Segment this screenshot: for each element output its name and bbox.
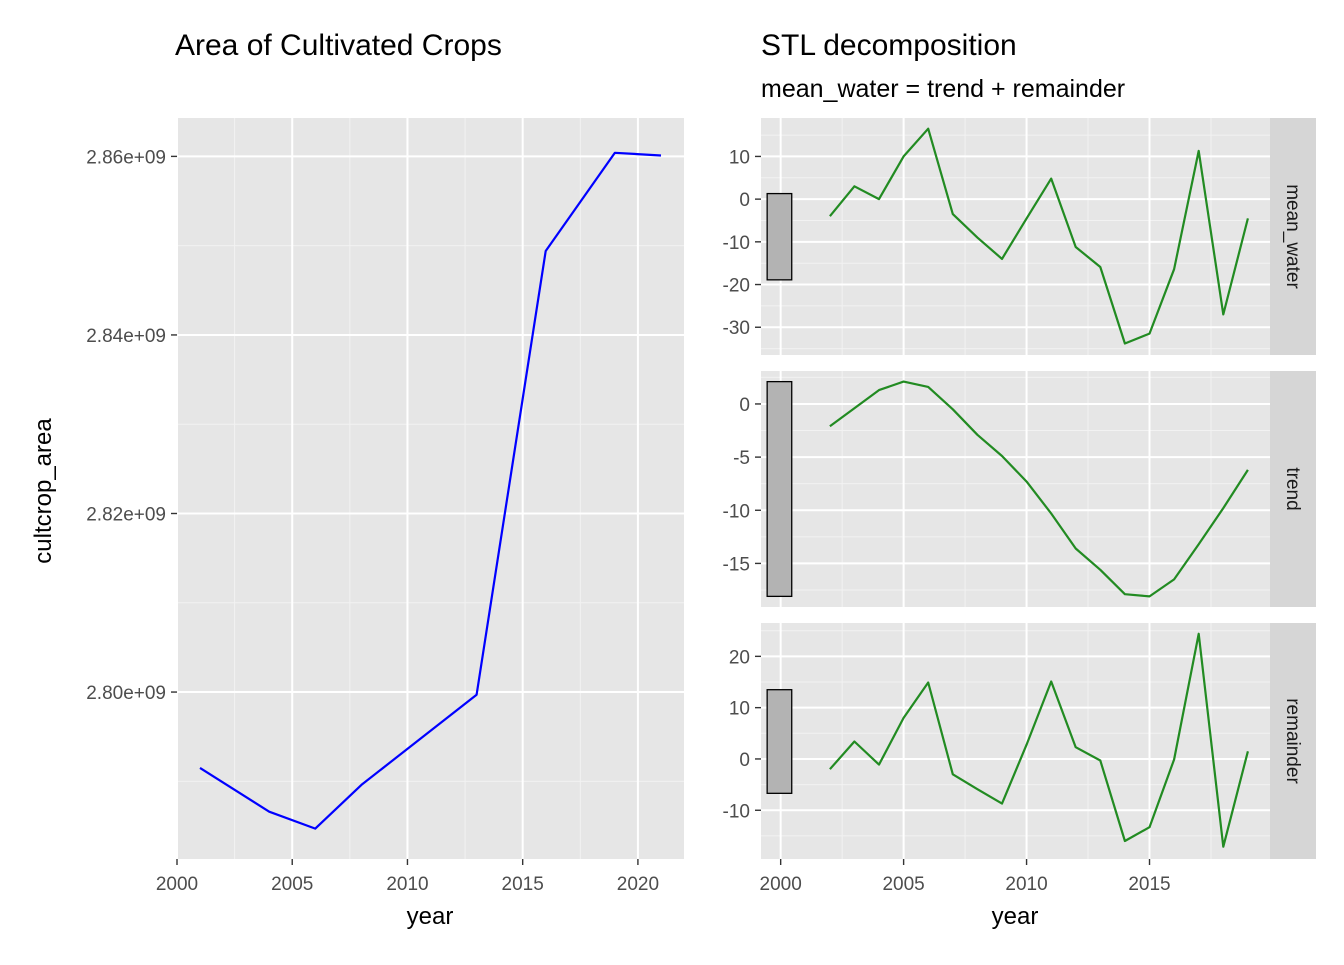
- facet-strip-background: [1270, 371, 1316, 607]
- scale-bar: [766, 192, 793, 281]
- left-chart-title: Area of Cultivated Crops: [175, 29, 502, 62]
- facet-x-tick-label: 2010: [1005, 874, 1047, 895]
- facet-y-tick-label: -10: [723, 801, 750, 822]
- facet-panel-remainder: -10 0 10 20 remainder: [723, 623, 1316, 859]
- facet-y-tick-label: 10: [729, 699, 750, 720]
- right-chart-xlabel: year: [992, 903, 1039, 930]
- facet-y-tick-label: 0: [739, 190, 750, 211]
- facet-panel-mean_water: -30 -20 -10 0 10 mean_water: [723, 118, 1316, 355]
- left-x-tick-label: 2005: [271, 874, 313, 895]
- facet-y-tick-label: 20: [729, 647, 750, 668]
- right-chart-title: STL decomposition: [761, 29, 1017, 62]
- facet-y-tick-label: -20: [723, 276, 750, 297]
- facet-y-tick-label: -10: [723, 233, 750, 254]
- left-x-tick-label: 2000: [156, 874, 198, 895]
- facet-y-tick-label: -5: [733, 448, 750, 469]
- facet-y-tick-label: 10: [729, 147, 750, 168]
- scale-bar: [766, 380, 793, 598]
- scale-bar: [766, 689, 793, 794]
- cultcrop-area-line: [199, 151, 662, 830]
- facet-x-tick-label: 2005: [882, 874, 924, 895]
- facet-strip-label: trend: [1282, 467, 1303, 510]
- left-y-tick-label: 2.82e+09: [86, 504, 166, 525]
- facet-strip-background: [1270, 623, 1316, 859]
- left-x-tick-label: 2020: [617, 874, 659, 895]
- series-line-remainder: [829, 632, 1249, 848]
- left-chart-xlabel: year: [407, 903, 454, 930]
- left-y-tick-label: 2.84e+09: [86, 326, 166, 347]
- left-panel-background: [177, 118, 684, 859]
- left-y-tick-label: 2.86e+09: [86, 147, 166, 168]
- facet-y-tick-label: -15: [723, 554, 750, 575]
- facet-strip-background: [1270, 118, 1316, 355]
- facet-panel-background: [761, 623, 1270, 859]
- left-chart-ylabel: cultcrop_area: [30, 418, 57, 564]
- facet-panel-trend: -15 -10 -5 0 trend: [723, 371, 1316, 607]
- facet-y-tick-label: 0: [739, 395, 750, 416]
- right-chart-subtitle: mean_water = trend + remainder: [761, 75, 1125, 103]
- facet-strip-label: mean_water: [1282, 184, 1303, 289]
- facet-y-tick-label: -10: [723, 501, 750, 522]
- facet-strip-label: remainder: [1282, 698, 1303, 784]
- facet-y-tick-label: 0: [739, 750, 750, 771]
- series-line-mean_water: [829, 127, 1249, 345]
- facet-panel-background: [761, 371, 1270, 607]
- left-x-tick-label: 2015: [502, 874, 544, 895]
- facet-x-tick-label: 2000: [760, 874, 802, 895]
- facet-x-tick-label: 2015: [1128, 874, 1170, 895]
- stl-facet-panels: -30 -20 -10 0 10 mean_water -15 -10 -5 0 trend -10 0…: [723, 118, 1316, 895]
- left-y-tick-label: 2.80e+09: [86, 683, 166, 704]
- facet-y-tick-label: -30: [723, 318, 750, 339]
- left-x-tick-label: 2010: [386, 874, 428, 895]
- series-line-trend: [829, 380, 1249, 598]
- left-plot-panel: 2000 2005 2010 2015 2020 2.80e+09 2.82e+09 2.84…: [86, 118, 684, 895]
